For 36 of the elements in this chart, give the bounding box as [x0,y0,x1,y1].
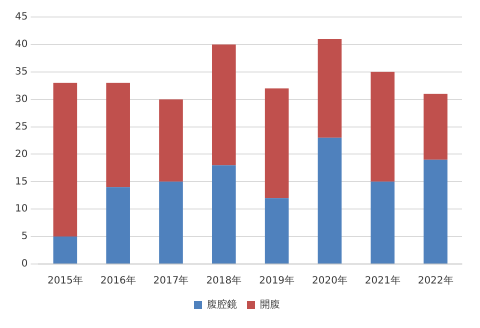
y-tick-label: 5 [21,231,28,242]
bar [212,165,236,264]
y-tick-label: 0 [21,258,28,270]
bar [53,82,78,237]
x-tick-label: 2017年 [153,274,189,287]
x-tick-label: 2020年 [312,274,348,287]
legend-label: 腹腔鏡 [207,298,237,311]
bar [370,72,395,182]
y-tick-label: 15 [14,176,28,188]
bar [212,44,236,166]
y-tick-label: 10 [14,204,28,215]
bar [106,82,130,188]
y-tick-label: 25 [14,121,28,132]
legend-label: 開腹 [260,298,280,311]
x-tick-label: 2015年 [47,274,83,287]
x-tick-label: 2021年 [364,274,400,287]
bar [159,182,183,264]
bar [53,236,78,264]
bar [264,198,289,264]
bar [370,182,395,264]
bar [424,160,448,264]
bar [106,187,130,264]
y-tick-label: 40 [14,39,28,50]
y-tick-label: 20 [14,148,28,160]
x-tick-label: 2019年 [259,274,295,287]
y-tick-label: 35 [14,66,28,78]
bar [159,99,183,182]
x-tick-label: 2016年 [100,274,136,287]
bar [264,88,289,198]
bar [424,94,448,160]
y-tick-label: 45 [14,12,28,23]
bar [318,138,342,264]
y-tick-label: 30 [14,94,28,105]
bar [318,38,342,138]
x-tick-label: 2018年 [206,274,242,287]
x-tick-label: 2022年 [418,274,454,287]
